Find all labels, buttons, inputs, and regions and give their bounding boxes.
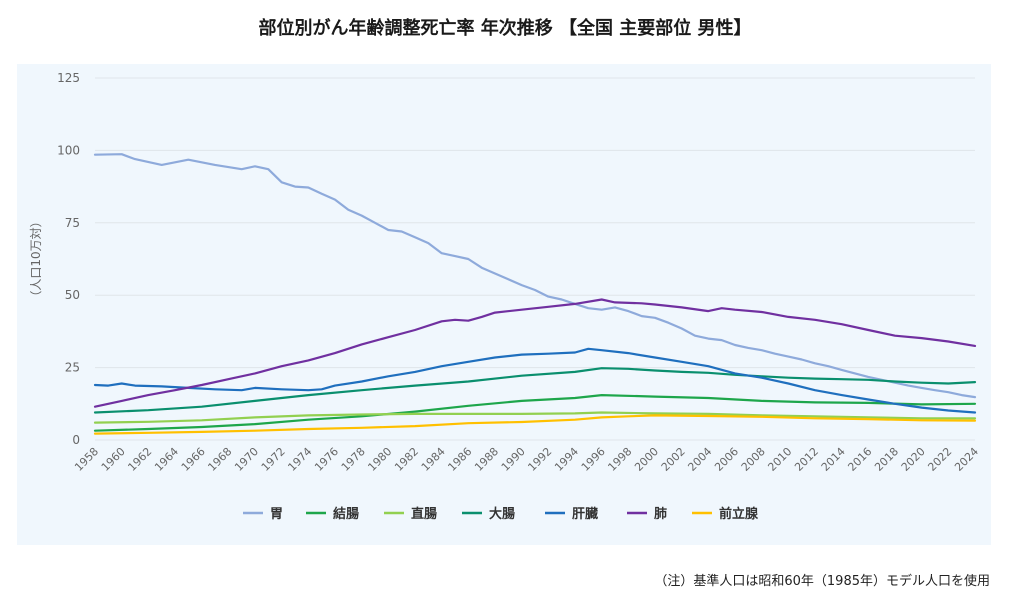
y-tick-label: 0 — [72, 433, 80, 447]
x-tick-label: 1984 — [419, 445, 448, 474]
gridlines — [95, 77, 975, 441]
series-line-3 — [93, 411, 977, 424]
x-tick-label: 2010 — [765, 445, 794, 474]
x-tick-label: 1960 — [99, 445, 128, 474]
y-tick-label: 50 — [65, 288, 80, 302]
chart-panel — [17, 64, 991, 545]
x-tick-label: 1970 — [232, 445, 261, 474]
x-tick-label: 1968 — [205, 445, 234, 474]
x-tick-label: 2024 — [952, 445, 981, 474]
legend: 胃 結腸 直腸 大腸 肝臓 肺 前立腺 — [243, 506, 759, 522]
footnote: （注）基準人口は昭和60年（1985年）モデル人口を使用 — [654, 574, 990, 589]
legend-entry: 肝臓 — [572, 506, 598, 522]
x-tick-label: 1964 — [152, 445, 181, 474]
x-tick-label: 1992 — [525, 445, 554, 474]
x-tick-label: 2004 — [685, 445, 714, 474]
x-tick-label: 1958 — [72, 445, 101, 474]
legend-entry: 前立腺 — [719, 506, 759, 522]
y-tick-label: 75 — [65, 216, 80, 230]
x-tick-label: 1990 — [499, 445, 528, 474]
x-tick-label: 1972 — [259, 445, 288, 474]
legend-entry: 結腸 — [333, 506, 359, 522]
series-line-5 — [93, 347, 977, 414]
series-line-6 — [93, 298, 977, 408]
series-lines — [93, 153, 977, 435]
x-tick-label: 2008 — [739, 445, 768, 474]
series-line-4 — [93, 367, 977, 414]
legend-entry: 大腸 — [489, 506, 515, 522]
x-tick-label: 2022 — [925, 445, 954, 474]
y-axis-label: （人口10万対） — [29, 215, 43, 302]
x-tick-label: 2014 — [819, 445, 848, 474]
x-tick-label: 2002 — [659, 445, 688, 474]
x-tick-label: 1978 — [339, 445, 368, 474]
x-tick-label: 2018 — [872, 445, 901, 474]
x-tick-label: 1986 — [445, 445, 474, 474]
x-tick-label: 1980 — [365, 445, 394, 474]
x-tick-label: 1962 — [125, 445, 154, 474]
series-line-2 — [93, 394, 977, 432]
x-tick-label: 1976 — [312, 445, 341, 474]
y-tick-label: 125 — [57, 71, 80, 85]
x-tick-label: 2006 — [712, 445, 741, 474]
legend-entry: 胃 — [270, 507, 283, 522]
x-tick-label: 1996 — [579, 445, 608, 474]
chart-title: 部位別がん年齢調整死亡率 年次推移 【全国 主要部位 男性】 — [258, 18, 752, 39]
x-tick-label: 2000 — [632, 445, 661, 474]
y-tick-label: 100 — [57, 143, 80, 157]
legend-entry: 肺 — [654, 506, 667, 522]
x-tick-label: 1994 — [552, 445, 581, 474]
legend-entry: 直腸 — [411, 506, 437, 522]
x-tick-label: 1982 — [392, 445, 421, 474]
x-tick-label: 2016 — [845, 445, 874, 474]
x-tick-label: 1966 — [179, 445, 208, 474]
x-tick-label: 1998 — [605, 445, 634, 474]
series-line-1 — [93, 153, 977, 399]
series-line-7 — [93, 414, 977, 435]
y-tick-label: 25 — [65, 361, 80, 375]
y-tick-labels: 0 25 50 75 100 125 — [57, 71, 80, 447]
x-tick-label: 1974 — [285, 445, 314, 474]
x-tick-label: 2020 — [899, 445, 928, 474]
x-tick-label: 2012 — [792, 445, 821, 474]
x-tick-labels: 1958196019621964196619681970197219741976… — [72, 445, 981, 474]
x-tick-label: 1988 — [472, 445, 501, 474]
